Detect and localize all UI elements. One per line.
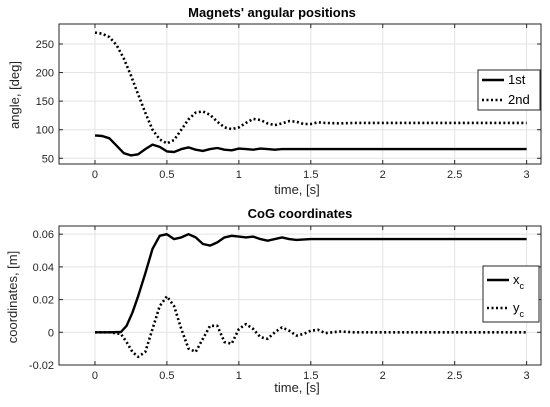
legend-box — [477, 69, 541, 111]
y-tick-label: 0.02 — [33, 295, 54, 307]
y-axis-label: coordinates, [m] — [5, 251, 20, 344]
x-tick-label: 1 — [236, 370, 242, 382]
legend-label: 1st — [508, 72, 526, 87]
x-axis-label: time, [s] — [274, 182, 320, 197]
chart-title: CoG coordinates — [248, 206, 353, 221]
y-tick-label: 100 — [36, 125, 54, 137]
x-tick-label: 0 — [92, 169, 98, 181]
legend-label: xc — [513, 272, 525, 291]
x-tick-label: 1 — [236, 169, 242, 181]
x-tick-label: 1.5 — [303, 370, 318, 382]
y-tick-label: 50 — [42, 153, 54, 165]
x-tick-label: 0.5 — [159, 370, 174, 382]
y-tick-label: 250 — [36, 39, 54, 51]
series-line-2 — [95, 295, 527, 359]
x-tick-label: 0.5 — [159, 169, 174, 181]
plot-frame — [58, 225, 542, 366]
x-tick-label: 2.5 — [447, 370, 462, 382]
x-tick-label: 0 — [92, 370, 98, 382]
chart-panel-angular-positions: Magnets' angular positions time, [s] ang… — [7, 5, 542, 197]
y-tick-label: 0 — [48, 327, 54, 339]
y-tick-label: -0.02 — [29, 360, 54, 372]
y-tick-label: 0.06 — [33, 229, 54, 241]
y-tick-label: 150 — [36, 96, 54, 108]
y-tick-label: 200 — [36, 68, 54, 80]
chart-title: Magnets' angular positions — [188, 5, 356, 20]
x-tick-label: 2.5 — [447, 169, 462, 181]
series-line-1 — [94, 134, 527, 157]
y-tick-label: 0.04 — [33, 262, 54, 274]
series-line-1 — [95, 233, 527, 334]
legend-label: yc — [513, 300, 525, 319]
x-tick-label: 3 — [524, 169, 530, 181]
x-tick-label: 2 — [380, 169, 386, 181]
x-tick-label: 1.5 — [303, 169, 318, 181]
x-tick-label: 3 — [524, 370, 530, 382]
plot-area — [59, 24, 541, 164]
plot-frame — [58, 23, 542, 165]
chart-panel-cog-coordinates: CoG coordinates time, [s] coordinates, [… — [5, 206, 542, 395]
x-axis-label: time, [s] — [274, 380, 320, 395]
legend-label: 2nd — [508, 92, 530, 107]
legend: xc yc — [482, 265, 540, 323]
y-axis-label: angle, [deg] — [7, 61, 22, 129]
x-tick-label: 2 — [380, 370, 386, 382]
plot-area — [59, 226, 541, 365]
legend-box — [482, 265, 540, 323]
